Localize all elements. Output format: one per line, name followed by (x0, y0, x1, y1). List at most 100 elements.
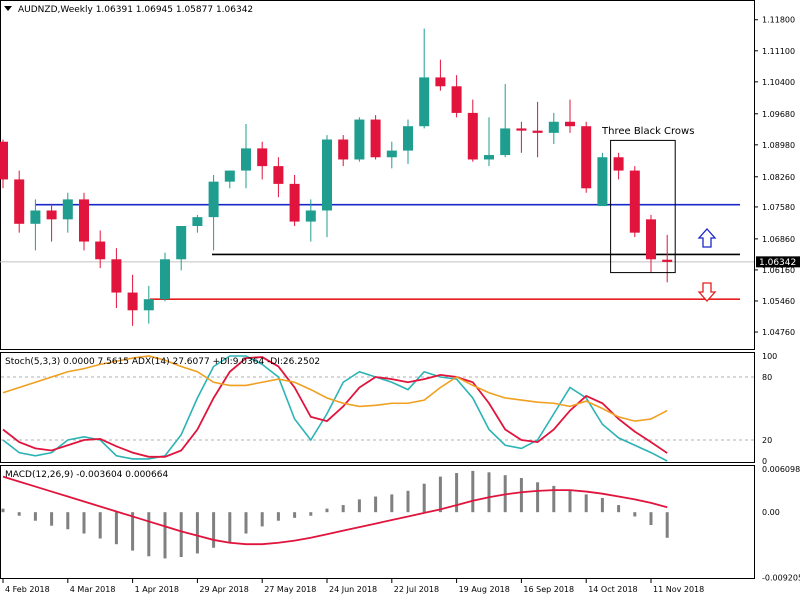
header-dropdown-icon[interactable] (4, 6, 12, 11)
candle-body (208, 181, 219, 218)
macd-signal-line (2, 475, 668, 546)
candle-body (451, 86, 462, 113)
stoch-tick-label: 100 (762, 352, 777, 361)
price-tick-label: 1.11800 (762, 16, 795, 25)
x-tick-label: 4 Mar 2018 (70, 585, 116, 594)
candle-body (435, 77, 446, 87)
macd-histogram-bar (66, 512, 70, 530)
macd-histogram-bar (131, 512, 135, 551)
macd-histogram-bar (17, 512, 21, 516)
macd-histogram-bar (1, 508, 5, 513)
svg-text:1.06342: 1.06342 (759, 258, 796, 268)
three-black-crows-label: Three Black Crows (601, 126, 694, 137)
x-tick-label: 14 Oct 2018 (588, 585, 637, 594)
macd-histogram-bar (82, 512, 86, 534)
candle-body (257, 148, 268, 167)
candle-body (484, 155, 494, 160)
arrow-down-icon (697, 282, 717, 302)
macd-histogram-bar (276, 512, 280, 521)
candle-body (516, 128, 527, 131)
three-black-crows-box (610, 139, 676, 274)
macd-histogram-bar (390, 494, 394, 513)
price-tick-label: 1.10400 (762, 78, 795, 87)
price-tick-label: 1.08980 (762, 141, 795, 150)
price-tick-label: 1.04760 (762, 328, 795, 337)
arrow-up-icon (697, 228, 717, 248)
macd-histogram-bar (260, 512, 264, 527)
macd-histogram-bar (519, 478, 523, 513)
candle-body (160, 259, 170, 300)
candle-body (338, 139, 349, 160)
macd-histogram-bar (341, 505, 345, 513)
candle-body (581, 126, 592, 189)
adx-line (2, 355, 668, 422)
x-tick-label: 22 Jul 2018 (394, 585, 439, 594)
macd-tick-label: 0.00 (762, 508, 780, 517)
candle-body (273, 166, 284, 184)
candle-body (403, 126, 413, 151)
stochastic-panel: 100 80 20 0 (1, 352, 777, 466)
macd-histogram-bar (584, 494, 588, 513)
candle-body (305, 210, 316, 222)
candle-body (46, 210, 57, 220)
candle-body (662, 259, 673, 262)
macd-histogram-bar (293, 512, 297, 518)
candle-body (143, 299, 154, 311)
stoch-panel-frame (0, 352, 755, 463)
macd-histogram-bar (325, 508, 329, 513)
macd-histogram-bar (455, 473, 459, 513)
macd-histogram-bar (568, 490, 572, 513)
price-tick-label: 1.09680 (762, 110, 795, 119)
price-tick-label: 1.07580 (762, 203, 795, 212)
macd-header: MACD(12,26,9) -0.003604 0.000664 (5, 470, 168, 480)
macd-histogram-bar (98, 512, 102, 539)
macd-histogram-bar (50, 512, 54, 526)
macd-histogram-bar (552, 485, 556, 513)
macd-tick-label: 0.006098 (762, 465, 800, 474)
macd-histogram-bar (195, 512, 199, 554)
candle-body (548, 121, 559, 133)
stoch-tick-label: 0 (762, 457, 767, 466)
macd-histogram-bar (536, 482, 540, 513)
candle-body (30, 210, 41, 224)
macd-histogram-bar (147, 512, 151, 557)
candle-body (532, 130, 543, 133)
macd-histogram-bar (633, 512, 637, 517)
candle-body (176, 226, 187, 260)
price-tick-label: 1.06860 (762, 235, 795, 244)
candle-body (62, 199, 73, 220)
candle-body (322, 139, 332, 211)
stoch-signal-line (2, 356, 668, 458)
candle-body (127, 292, 138, 311)
candle-body (224, 170, 235, 182)
x-tick-label: 11 Nov 2018 (653, 585, 704, 594)
price-chart-header: AUDNZD,Weekly 1.06391 1.06945 1.05877 1.… (18, 5, 253, 15)
candle-body (241, 148, 251, 171)
price-tick-label: 1.08260 (762, 173, 795, 182)
candle-body (597, 157, 608, 207)
macd-histogram-bar (471, 470, 475, 513)
macd-histogram-bar (309, 512, 313, 516)
macd-histogram-bar (33, 512, 37, 521)
candle-body (289, 183, 300, 222)
macd-tick-label: -0.009205 (762, 574, 800, 583)
current-price-marker: 1.06342 (756, 256, 800, 268)
macd-panel: 0.006098 0.00 -0.009205 (1, 465, 800, 583)
macd-histogram-bar (228, 512, 232, 543)
candle-body (629, 170, 640, 233)
x-tick-label: 1 Apr 2018 (135, 585, 179, 594)
candle-body (386, 150, 397, 158)
macd-histogram-bar (114, 512, 118, 545)
price-tick-label: 1.11100 (762, 47, 795, 56)
x-tick-label: 4 Feb 2018 (5, 585, 50, 594)
macd-histogram-bar (665, 512, 669, 538)
candle-body (565, 121, 575, 127)
x-tick-label: 19 Aug 2018 (459, 585, 510, 594)
macd-histogram-bar (244, 512, 248, 534)
x-tick-label: 24 Jun 2018 (329, 585, 377, 594)
candle-body (14, 179, 25, 224)
macd-histogram-bar (438, 476, 442, 513)
x-tick-label: 27 May 2018 (264, 585, 316, 594)
macd-histogram-bar (487, 472, 491, 513)
